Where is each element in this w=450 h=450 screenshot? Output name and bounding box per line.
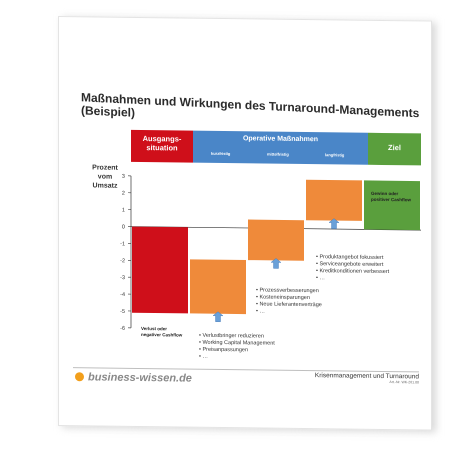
bullet-item: • Neue Lieferantenverträge — [256, 301, 322, 309]
bullet-list-long: • Produktangebot fokussiert • Serviceang… — [316, 254, 389, 283]
footer-article-number: Art.-Nr. WK-201.00 — [389, 380, 419, 385]
y-tick-label: -1 — [120, 241, 125, 247]
phase-goal-header: Ziel — [368, 132, 421, 166]
waterfall-bar-1 — [132, 226, 188, 314]
up-arrow-icon — [270, 258, 282, 269]
waterfall-bar-4 — [306, 179, 362, 221]
bullet-list-short: • Verlustbringer reduzieren • Working Ca… — [199, 333, 275, 362]
document-page: Maßnahmen und Wirkungen des Turnaround-M… — [58, 16, 432, 431]
y-tick-label: 2 — [122, 191, 125, 197]
phase-start-header: Ausgangs-situation — [131, 129, 193, 163]
brand-name: business-wissen.de — [88, 371, 192, 385]
y-tick-label: 3 — [122, 174, 125, 180]
bullet-item: • Kreditkonditionen verbessert — [316, 268, 390, 276]
footer-right: Krisenmanagement und Turnaround Art.-Nr.… — [315, 372, 419, 384]
y-tick-label: -5 — [120, 309, 125, 315]
y-tick-label: 0 — [122, 224, 125, 230]
waterfall-bar-2 — [190, 259, 246, 315]
y-tick-label: 1 — [122, 208, 125, 214]
bullet-item: • … — [256, 308, 265, 315]
gain-annotation: Gewinn oder positiver Cashflow — [371, 190, 412, 202]
y-tick-label: -2 — [120, 258, 125, 264]
waterfall-chart: 3 2 1 0 -1 -2 -3 -4 -5 -6 — [120, 174, 421, 332]
bullet-item: • … — [316, 275, 325, 282]
bullet-item: • Preisanpassungen — [199, 346, 249, 354]
waterfall-bar-3 — [248, 219, 304, 261]
waterfall-bar-5 — [364, 180, 420, 231]
phase-operative-header: Operative Maßnahmen kurzfristig mittelfr… — [193, 130, 368, 165]
subphase-short: kurzfristig — [211, 150, 231, 157]
phase-operative-label: Operative Maßnahmen — [242, 135, 319, 144]
footer-title: Krisenmanagement und Turnaround — [314, 372, 419, 381]
brand-logo: business-wissen.de — [75, 371, 192, 385]
subphase-long: langfristig — [325, 152, 345, 158]
subphase-labels: kurzfristig mittelfristig langfristig — [193, 150, 368, 158]
up-arrow-icon — [212, 311, 224, 322]
y-tick-label: -3 — [120, 275, 125, 281]
up-arrow-icon — [328, 218, 340, 229]
page-title: Maßnahmen und Wirkungen des Turnaround-M… — [81, 90, 420, 121]
bullet-item: • … — [199, 353, 208, 360]
loss-annotation: Verlust oder negativer Cashflow — [141, 326, 183, 338]
subphase-mid: mittelfristig — [267, 151, 289, 157]
y-tick-label: -6 — [120, 326, 125, 332]
bullet-list-mid: • Prozessverbesserungen • Kosteneinsparu… — [256, 287, 322, 316]
y-tick-label: -4 — [120, 292, 125, 298]
logo-dot-icon — [75, 372, 84, 382]
